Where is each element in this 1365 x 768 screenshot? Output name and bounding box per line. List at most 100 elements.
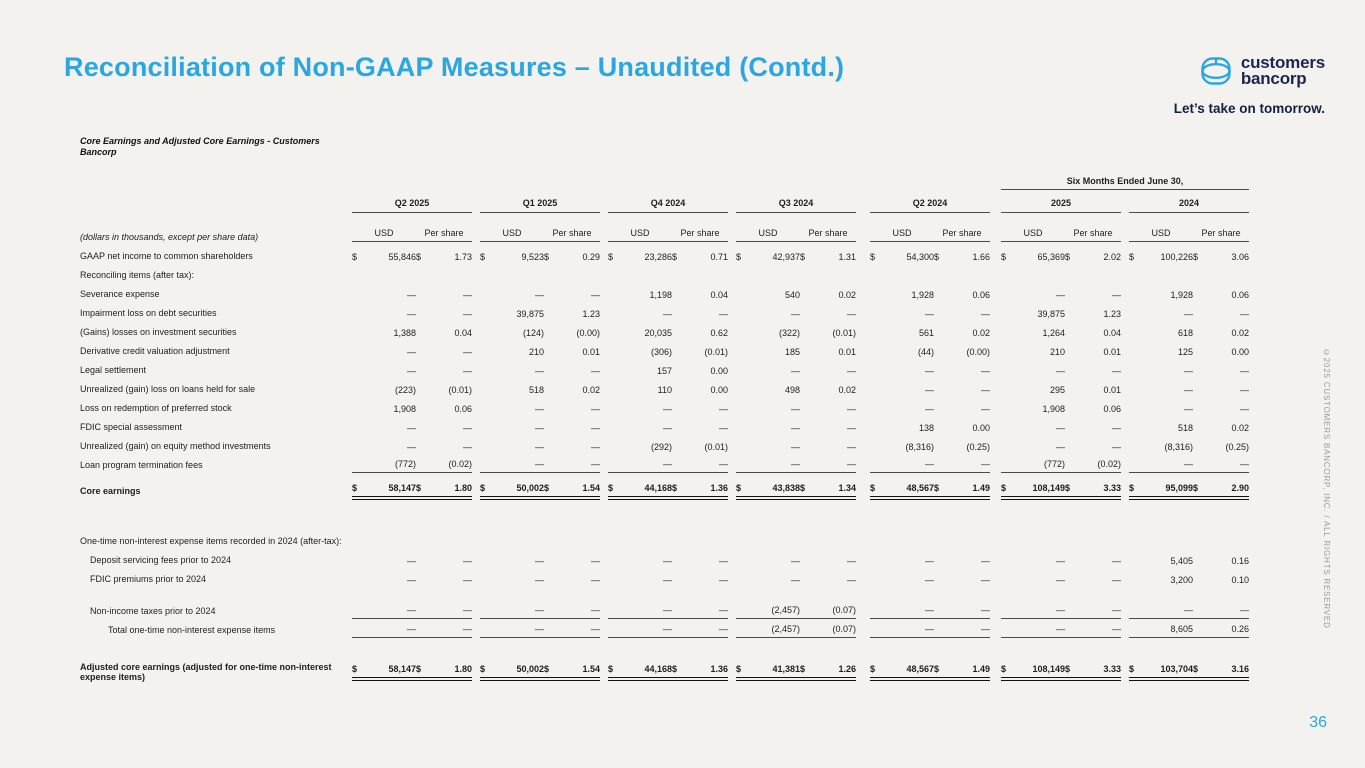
dollar-sign: $ xyxy=(416,251,422,262)
value-group: (306) (0.01) xyxy=(608,347,728,357)
usd-value: — xyxy=(535,289,544,300)
usd-cell: — xyxy=(870,309,934,319)
sub-column-per-share: Per share xyxy=(552,228,592,238)
usd-value: 8,605 xyxy=(1170,623,1193,634)
usd-value: 185 xyxy=(784,346,800,357)
per-share-cell: — xyxy=(1065,605,1121,615)
usd-cell: (8,316) xyxy=(870,442,934,452)
usd-value: — xyxy=(925,574,934,585)
usd-value: — xyxy=(535,574,544,585)
value-group: 20,035 0.62 xyxy=(608,328,728,338)
value-group: — — xyxy=(1129,404,1249,414)
table-row: Unrealized (gain) on equity method inves… xyxy=(80,437,1255,456)
per-share-cell: (0.25) xyxy=(1193,442,1249,452)
sub-column-usd: USD xyxy=(630,228,650,238)
usd-value: (44) xyxy=(917,346,934,357)
value-group: 39,875 1.23 xyxy=(480,309,600,319)
per-share-cell: 0.04 xyxy=(416,328,472,338)
dollar-sign: $ xyxy=(608,663,614,674)
usd-value: 1,198 xyxy=(649,289,672,300)
page-number: 36 xyxy=(1309,714,1327,731)
per-share-value: — xyxy=(847,308,856,319)
value-group: — — xyxy=(1001,605,1121,619)
column-group-header: Q1 2025 xyxy=(480,198,600,213)
per-share-value: — xyxy=(463,555,472,566)
table-row: Impairment loss on debt securities — — 39,8… xyxy=(80,304,1255,323)
usd-value: 48,567 xyxy=(906,663,934,674)
logo-wordmark: customers bancorp xyxy=(1241,54,1325,87)
row-label: Deposit servicing fees prior to 2024 xyxy=(90,555,232,566)
value-group: $23,286 $0.71 xyxy=(608,252,728,262)
per-share-value: 0.04 xyxy=(1103,327,1121,338)
value-group: — — xyxy=(870,385,990,395)
usd-cell: — xyxy=(870,624,934,634)
per-share-cell: — xyxy=(544,575,600,585)
header-spacer xyxy=(80,176,1001,190)
dollar-sign: $ xyxy=(352,482,358,493)
per-share-value: 0.02 xyxy=(838,384,856,395)
usd-value: (8,316) xyxy=(905,441,934,452)
value-group: $9,523 $0.29 xyxy=(480,252,600,262)
usd-cell: $65,369 xyxy=(1001,252,1065,262)
per-share-cell: $1.49 xyxy=(934,483,990,493)
per-share-cell: — xyxy=(416,556,472,566)
row-label: Impairment loss on debt securities xyxy=(80,308,217,319)
table-row: Non-income taxes prior to 2024— — — — — — (2,4… xyxy=(80,602,1255,621)
usd-cell: $9,523 xyxy=(480,252,544,262)
per-share-value: (0.01) xyxy=(704,441,728,452)
usd-cell: — xyxy=(480,624,544,634)
per-share-cell: 0.02 xyxy=(934,328,990,338)
per-share-cell: 0.00 xyxy=(1193,347,1249,357)
usd-cell: $95,099 xyxy=(1129,483,1193,493)
sub-column-header-group: USD Per share xyxy=(480,228,600,242)
usd-value: — xyxy=(663,604,672,615)
usd-cell: — xyxy=(870,366,934,376)
value-group: 1,928 0.06 xyxy=(870,290,990,300)
per-share-value: — xyxy=(591,422,600,433)
usd-value: — xyxy=(925,555,934,566)
value-group: — — xyxy=(608,605,728,619)
header-label-spacer xyxy=(80,198,352,213)
per-share-value: 1.23 xyxy=(1103,308,1121,319)
usd-value: — xyxy=(535,403,544,414)
per-share-cell: — xyxy=(672,556,728,566)
usd-value: 58,147 xyxy=(388,663,416,674)
per-share-value: — xyxy=(847,458,856,469)
per-share-value: — xyxy=(719,403,728,414)
sub-column-header-group: USD Per share xyxy=(1129,228,1249,242)
row-label: Loan program termination fees xyxy=(80,460,203,471)
usd-cell: — xyxy=(352,575,416,585)
per-share-cell: $1.54 xyxy=(544,483,600,493)
usd-value: 618 xyxy=(1177,327,1193,338)
usd-value: — xyxy=(791,441,800,452)
row-label: Reconciling items (after tax): xyxy=(80,270,195,281)
row-label: FDIC special assessment xyxy=(80,422,183,433)
per-share-value: — xyxy=(847,422,856,433)
table-row: Reconciling items (after tax): xyxy=(80,266,1255,285)
value-group: $103,704 $3.16 xyxy=(1129,664,1249,681)
value-group: 110 0.00 xyxy=(608,385,728,395)
per-share-value: — xyxy=(591,604,600,615)
value-group: 210 0.01 xyxy=(1001,347,1121,357)
usd-cell: — xyxy=(1129,366,1193,376)
per-share-value: 2.90 xyxy=(1231,482,1249,493)
per-share-cell: 0.62 xyxy=(672,328,728,338)
per-share-value: 0.01 xyxy=(838,346,856,357)
usd-value: — xyxy=(1184,403,1193,414)
per-share-value: 1.80 xyxy=(454,663,472,674)
usd-cell: 1,908 xyxy=(1001,404,1065,414)
usd-cell: — xyxy=(736,556,800,566)
per-share-cell: — xyxy=(934,385,990,395)
usd-value: — xyxy=(791,308,800,319)
usd-value: 210 xyxy=(528,346,544,357)
usd-cell: (322) xyxy=(736,328,800,338)
per-share-value: — xyxy=(981,384,990,395)
table-subtitle: Core Earnings and Adjusted Core Earnings… xyxy=(80,136,320,157)
table-row: FDIC special assessment — — — — — — — —138 0.00— —… xyxy=(80,418,1255,437)
per-share-cell: — xyxy=(934,366,990,376)
per-share-cell: — xyxy=(934,404,990,414)
per-share-value: — xyxy=(981,365,990,376)
per-share-cell: — xyxy=(416,290,472,300)
dollar-sign: $ xyxy=(1129,482,1135,493)
per-share-value: 1.31 xyxy=(838,251,856,262)
